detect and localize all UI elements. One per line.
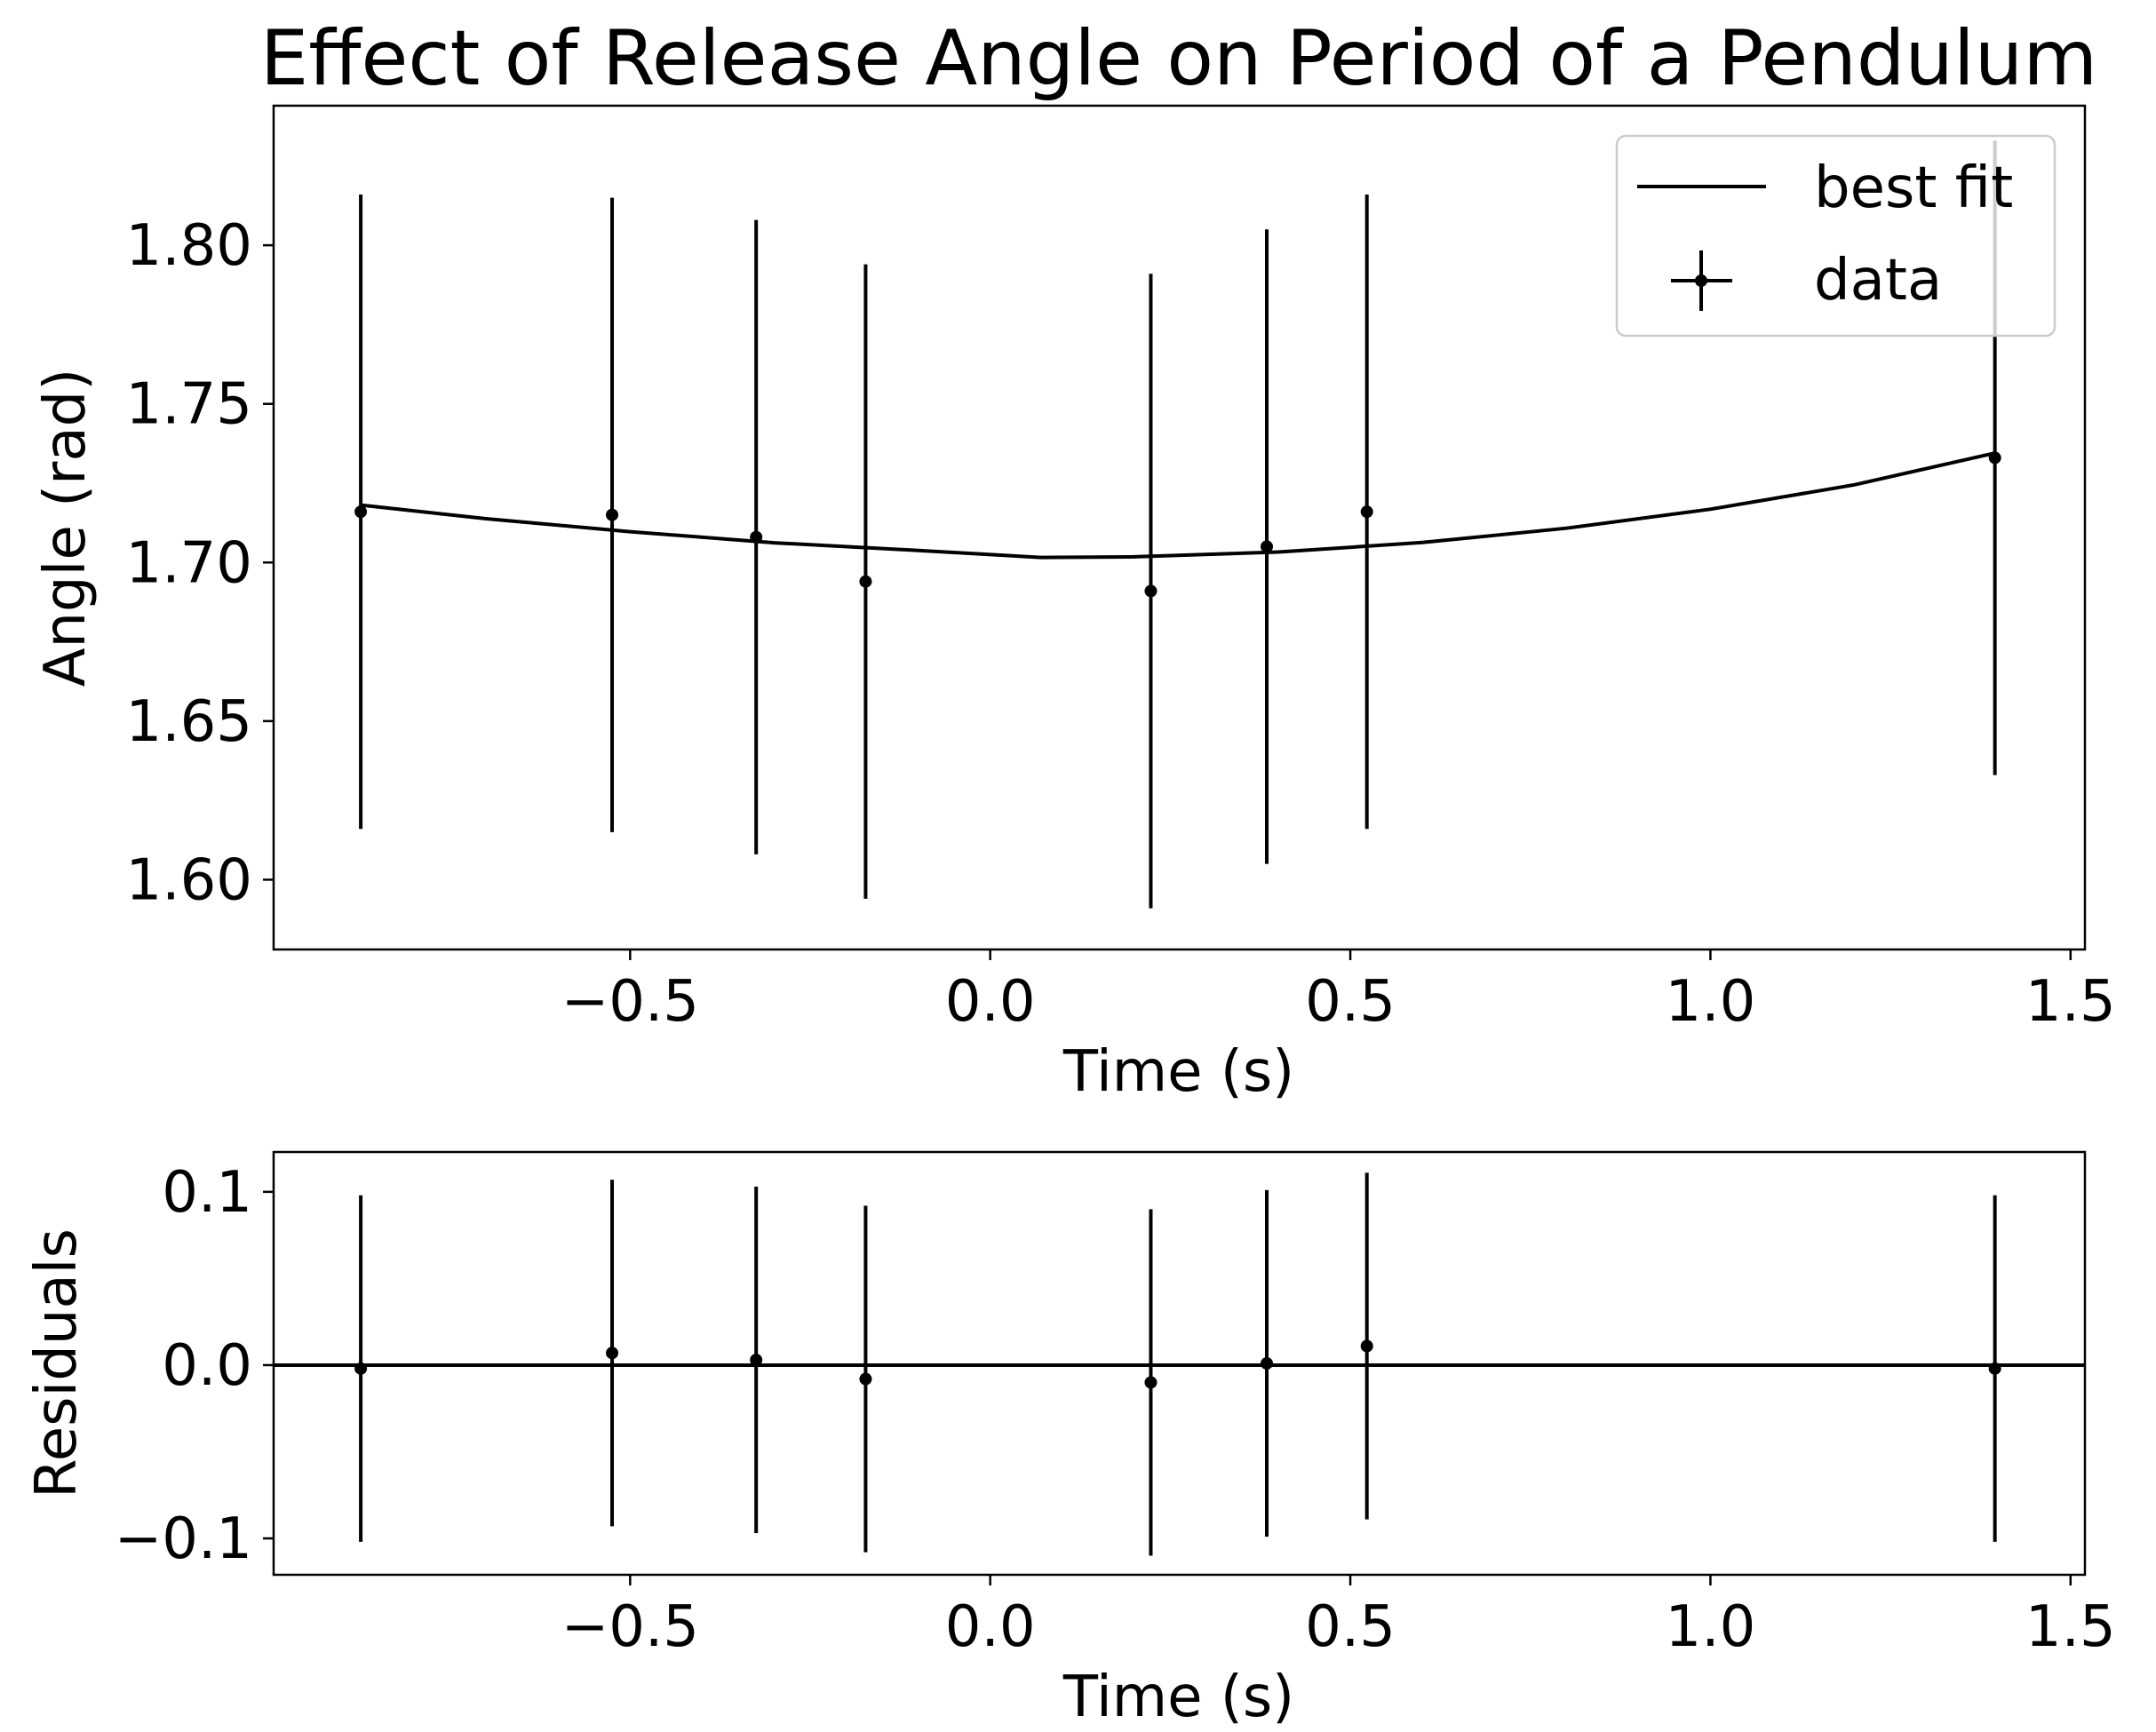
- best-fit-line: [360, 451, 1996, 560]
- residuals-x-tick-label: 0.5: [1305, 1594, 1396, 1660]
- residuals-data-marks: [274, 1172, 2085, 1556]
- residuals-data-point: [1261, 1357, 1274, 1370]
- residuals-data-point: [859, 1372, 872, 1386]
- residuals-data-point: [354, 1362, 368, 1375]
- main-plot-panel: −0.5 0.0 0.5 1.0 1.5 1.60 1.65 1.70 1.75 1.80 Ti…: [33, 104, 2116, 1105]
- legend: best fit data: [1615, 134, 2057, 338]
- main-data-point: [1261, 540, 1274, 553]
- residuals-x-axis-label: Time (s): [1062, 1664, 1294, 1730]
- residuals-y-tick-label: 0.1: [162, 1160, 252, 1226]
- main-data-point: [354, 505, 368, 519]
- residuals-data-point: [1144, 1376, 1158, 1389]
- main-data-marks: [354, 140, 2001, 909]
- main-y-tick-label: 1.70: [126, 530, 253, 596]
- residuals-plot-frame: [272, 1150, 2087, 1577]
- chart-title: Effect of Release Angle on Period of a P…: [260, 14, 2097, 103]
- residuals-x-tick-label: −0.5: [561, 1594, 699, 1660]
- main-x-tick-label: 0.5: [1305, 969, 1396, 1035]
- main-x-axis-label: Time (s): [1062, 1039, 1294, 1105]
- main-x-tick-label: 0.0: [945, 969, 1036, 1035]
- legend-data-swatch: [1671, 250, 1732, 311]
- residuals-x-ticks: −0.5 0.0 0.5 1.0 1.5: [561, 1575, 2116, 1660]
- residuals-y-tick-label: −0.1: [115, 1506, 252, 1572]
- main-y-tick-label: 1.65: [126, 689, 253, 755]
- main-x-ticks: −0.5 0.0 0.5 1.0 1.5: [561, 949, 2116, 1035]
- main-x-tick-label: −0.5: [561, 969, 699, 1035]
- residuals-data-point: [1988, 1362, 2001, 1375]
- main-y-tick-label: 1.80: [126, 213, 253, 279]
- main-y-axis-label: Angle (rad): [33, 369, 99, 687]
- main-y-tick-label: 1.75: [126, 372, 253, 438]
- legend-data-label: data: [1814, 248, 1942, 314]
- residuals-plot-panel: −0.5 0.0 0.5 1.0 1.5 −0.1 0.0 0.1 Time (s) Res…: [24, 1150, 2116, 1730]
- main-data-point: [606, 508, 619, 521]
- residuals-data-point: [750, 1354, 763, 1367]
- main-x-tick-label: 1.0: [1666, 969, 1756, 1035]
- main-x-tick-label: 1.5: [2025, 969, 2116, 1035]
- residuals-y-ticks: −0.1 0.0 0.1: [115, 1160, 274, 1572]
- main-plot-frame: [272, 104, 2087, 951]
- residuals-y-tick-label: 0.0: [162, 1333, 252, 1399]
- legend-fit-label: best fit: [1814, 155, 2013, 221]
- residuals-data-point: [606, 1347, 619, 1360]
- residuals-x-tick-label: 1.5: [2025, 1594, 2116, 1660]
- residuals-x-tick-label: 0.0: [945, 1594, 1036, 1660]
- main-y-tick-label: 1.60: [126, 847, 253, 913]
- main-data-point: [1360, 505, 1373, 519]
- residuals-x-tick-label: 1.0: [1666, 1594, 1756, 1660]
- main-data-point: [1144, 584, 1158, 598]
- main-y-ticks: 1.60 1.65 1.70 1.75 1.80: [126, 213, 274, 913]
- main-data-point: [859, 575, 872, 588]
- residuals-data-point: [1360, 1339, 1373, 1353]
- residuals-y-axis-label: Residuals: [24, 1228, 90, 1498]
